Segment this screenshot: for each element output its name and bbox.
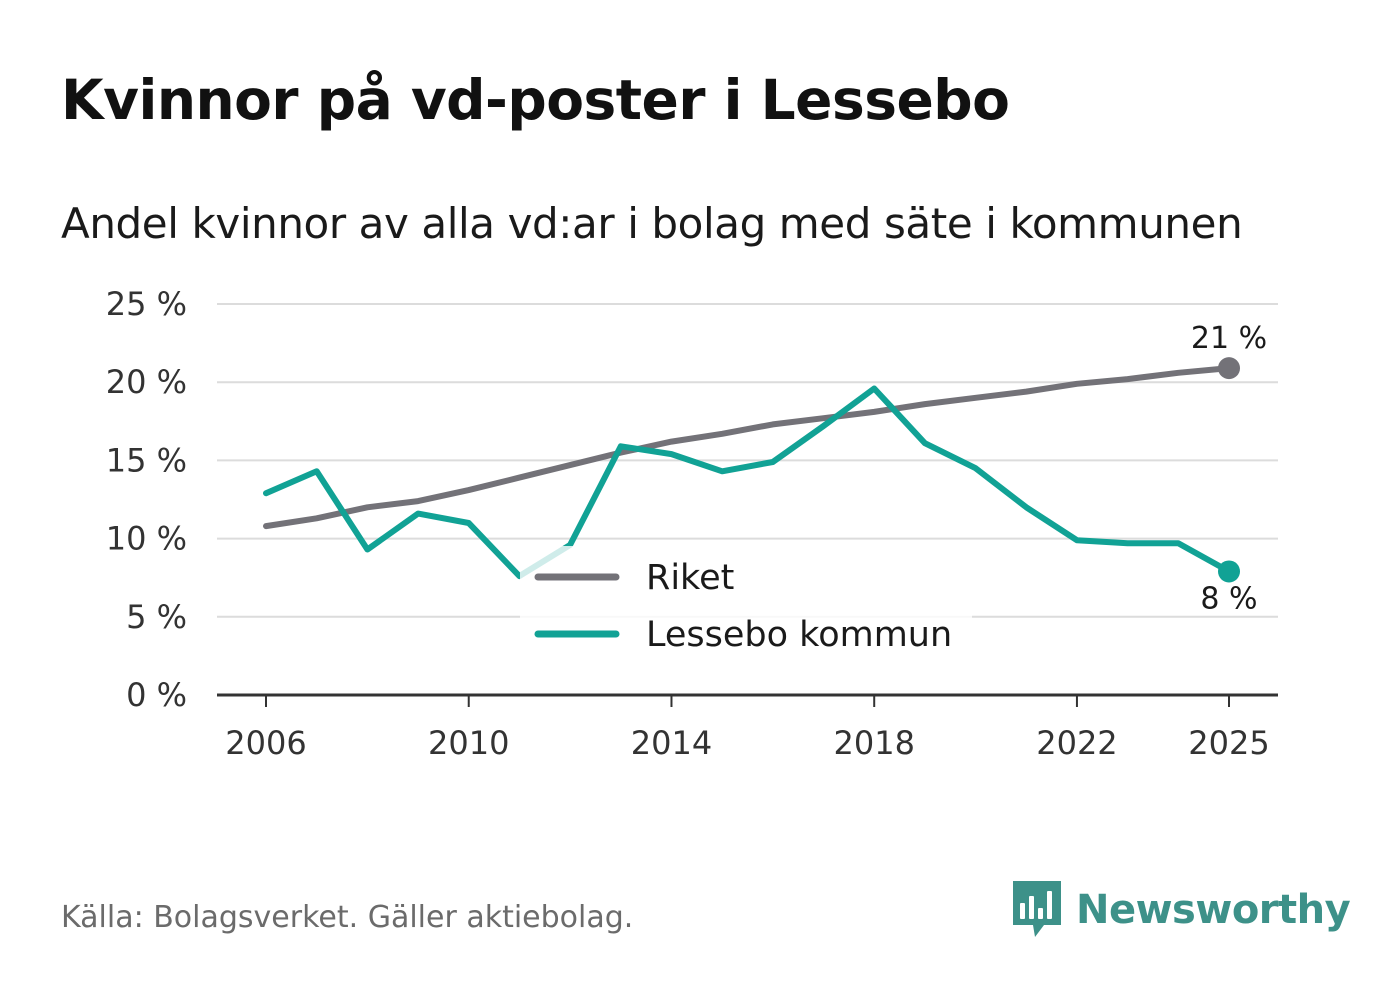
y-tick-label: 5 % bbox=[126, 598, 187, 636]
x-tick-label: 2010 bbox=[428, 724, 509, 762]
series-end-point bbox=[1218, 357, 1240, 380]
legend: Riket Lessebo kommun bbox=[520, 546, 972, 664]
y-tick-label: 10 % bbox=[106, 520, 187, 558]
x-tick-label: 2014 bbox=[631, 724, 712, 762]
x-tick-label: 2022 bbox=[1036, 724, 1117, 762]
x-axis: 2006 2010 2014 2018 2022 2025 bbox=[217, 693, 1278, 762]
y-tick-label: 15 % bbox=[106, 441, 187, 479]
chart-subtitle: Andel kvinnor av alla vd:ar i bolag med … bbox=[61, 199, 1243, 248]
legend-label: Riket bbox=[646, 558, 734, 598]
y-axis: 0 % 5 % 10 % 15 % 20 % 25 % bbox=[106, 285, 187, 714]
end-label-lessebo: 8 % bbox=[1200, 581, 1257, 616]
brand-name: Newsworthy bbox=[1076, 887, 1351, 933]
series-end-point bbox=[1218, 560, 1240, 583]
source-note: Källa: Bolagsverket. Gäller aktiebolag. bbox=[61, 900, 634, 935]
bar-chart-speech-bubble-icon bbox=[1013, 881, 1061, 937]
series-lines bbox=[263, 357, 1240, 583]
y-tick-label: 20 % bbox=[106, 363, 187, 401]
x-tick-label: 2018 bbox=[833, 724, 914, 762]
x-tick-label: 2025 bbox=[1188, 724, 1269, 762]
brand-logo[interactable]: Newsworthy bbox=[1010, 878, 1351, 942]
series-line-lessebo bbox=[263, 385, 1232, 580]
x-tick-label: 2006 bbox=[225, 724, 306, 762]
y-tick-label: 25 % bbox=[106, 285, 187, 323]
legend-label: Lessebo kommun bbox=[646, 615, 952, 655]
end-label-riket: 21 % bbox=[1191, 321, 1267, 356]
chart-title: Kvinnor på vd-poster i Lessebo bbox=[61, 68, 1010, 132]
legend-background bbox=[520, 546, 972, 664]
series-line-riket bbox=[263, 365, 1232, 530]
end-labels: 21 % 8 % bbox=[1191, 321, 1267, 616]
y-tick-label: 0 % bbox=[126, 676, 187, 714]
